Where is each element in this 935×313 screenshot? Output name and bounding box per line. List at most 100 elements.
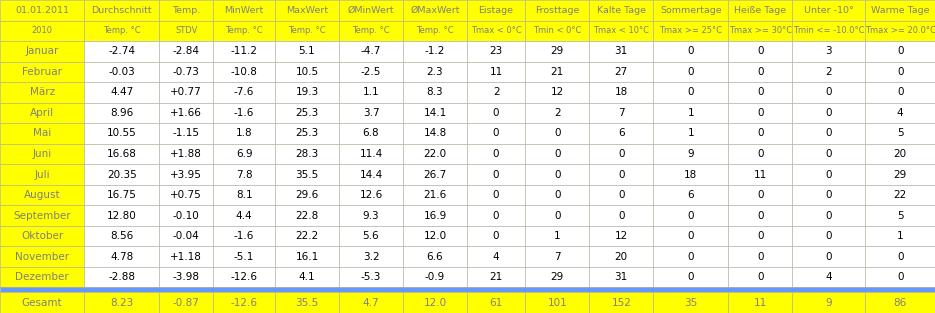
Bar xyxy=(339,62,403,82)
Bar xyxy=(213,292,275,313)
Text: 0: 0 xyxy=(618,190,625,200)
Text: 4: 4 xyxy=(897,108,903,118)
Text: Durchschnitt: Durchschnitt xyxy=(92,6,152,15)
Text: 0: 0 xyxy=(757,128,764,138)
Bar xyxy=(275,0,339,21)
Text: 0: 0 xyxy=(687,87,694,97)
Text: 0: 0 xyxy=(826,190,832,200)
Bar xyxy=(0,226,84,246)
Bar xyxy=(525,246,589,267)
Bar xyxy=(866,292,935,313)
Text: 0: 0 xyxy=(826,87,832,97)
Text: Tmax >= 30°C: Tmax >= 30°C xyxy=(729,26,792,35)
Bar xyxy=(589,226,654,246)
Bar xyxy=(728,205,793,226)
Text: 18: 18 xyxy=(684,170,698,180)
Text: 25.3: 25.3 xyxy=(295,108,319,118)
Text: Temp. °C: Temp. °C xyxy=(352,26,390,35)
Bar xyxy=(84,103,159,123)
Bar xyxy=(213,62,275,82)
Bar xyxy=(793,164,866,185)
Bar xyxy=(0,144,84,164)
Text: 28.3: 28.3 xyxy=(295,149,319,159)
Bar xyxy=(525,41,589,62)
Text: 16.75: 16.75 xyxy=(107,190,137,200)
Bar xyxy=(84,246,159,267)
Text: 12.0: 12.0 xyxy=(424,231,447,241)
Bar xyxy=(467,292,525,313)
Text: 8.56: 8.56 xyxy=(110,231,134,241)
Text: 14.4: 14.4 xyxy=(359,170,382,180)
Bar xyxy=(793,41,866,62)
Text: -5.1: -5.1 xyxy=(234,252,254,262)
Text: 12.80: 12.80 xyxy=(107,211,137,221)
Bar xyxy=(275,292,339,313)
Bar xyxy=(654,0,728,21)
Text: -4.7: -4.7 xyxy=(361,46,381,56)
Text: 26.7: 26.7 xyxy=(424,170,447,180)
Text: 6.8: 6.8 xyxy=(363,128,380,138)
Bar xyxy=(403,267,467,287)
Text: Januar: Januar xyxy=(25,46,59,56)
Text: 5.1: 5.1 xyxy=(298,46,315,56)
Bar xyxy=(339,226,403,246)
Bar xyxy=(654,123,728,144)
Bar xyxy=(159,103,213,123)
Text: 6: 6 xyxy=(687,190,694,200)
Text: 16.1: 16.1 xyxy=(295,252,319,262)
Text: 2.3: 2.3 xyxy=(426,67,443,77)
Bar xyxy=(84,82,159,103)
Bar xyxy=(793,82,866,103)
Bar xyxy=(84,226,159,246)
Bar xyxy=(339,123,403,144)
Text: 11.4: 11.4 xyxy=(359,149,382,159)
Bar xyxy=(525,185,589,205)
Text: 11: 11 xyxy=(754,170,767,180)
Text: -1.2: -1.2 xyxy=(424,46,445,56)
Bar xyxy=(159,82,213,103)
Bar xyxy=(0,62,84,82)
Bar xyxy=(275,103,339,123)
Text: Kalte Tage: Kalte Tage xyxy=(597,6,646,15)
Text: 0: 0 xyxy=(687,46,694,56)
Bar xyxy=(525,103,589,123)
Text: 35: 35 xyxy=(684,298,698,308)
Text: Warme Tage: Warme Tage xyxy=(871,6,929,15)
Bar xyxy=(339,82,403,103)
Bar xyxy=(403,205,467,226)
Text: 0: 0 xyxy=(757,149,764,159)
Bar xyxy=(0,267,84,287)
Text: 7: 7 xyxy=(554,252,561,262)
Text: 8.1: 8.1 xyxy=(236,190,252,200)
Bar xyxy=(467,144,525,164)
Text: 0: 0 xyxy=(687,272,694,282)
Bar xyxy=(339,21,403,41)
Text: -5.3: -5.3 xyxy=(361,272,381,282)
Bar xyxy=(159,246,213,267)
Text: 29: 29 xyxy=(551,46,564,56)
Bar xyxy=(728,123,793,144)
Text: März: März xyxy=(30,87,54,97)
Bar xyxy=(403,103,467,123)
Text: Juni: Juni xyxy=(33,149,51,159)
Text: 0: 0 xyxy=(493,128,499,138)
Text: 21: 21 xyxy=(490,272,503,282)
Text: Temp. °C: Temp. °C xyxy=(225,26,263,35)
Bar xyxy=(84,0,159,21)
Bar xyxy=(728,267,793,287)
Text: -1.6: -1.6 xyxy=(234,231,254,241)
Bar xyxy=(589,103,654,123)
Text: -2.5: -2.5 xyxy=(361,67,381,77)
Bar xyxy=(467,21,525,41)
Text: -2.88: -2.88 xyxy=(108,272,136,282)
Text: 5: 5 xyxy=(897,211,903,221)
Bar xyxy=(159,41,213,62)
Text: 7.8: 7.8 xyxy=(236,170,252,180)
Text: 86: 86 xyxy=(894,298,907,308)
Text: 0: 0 xyxy=(897,252,903,262)
Bar xyxy=(159,292,213,313)
Bar xyxy=(275,226,339,246)
Bar xyxy=(589,267,654,287)
Bar xyxy=(213,144,275,164)
Bar xyxy=(793,21,866,41)
